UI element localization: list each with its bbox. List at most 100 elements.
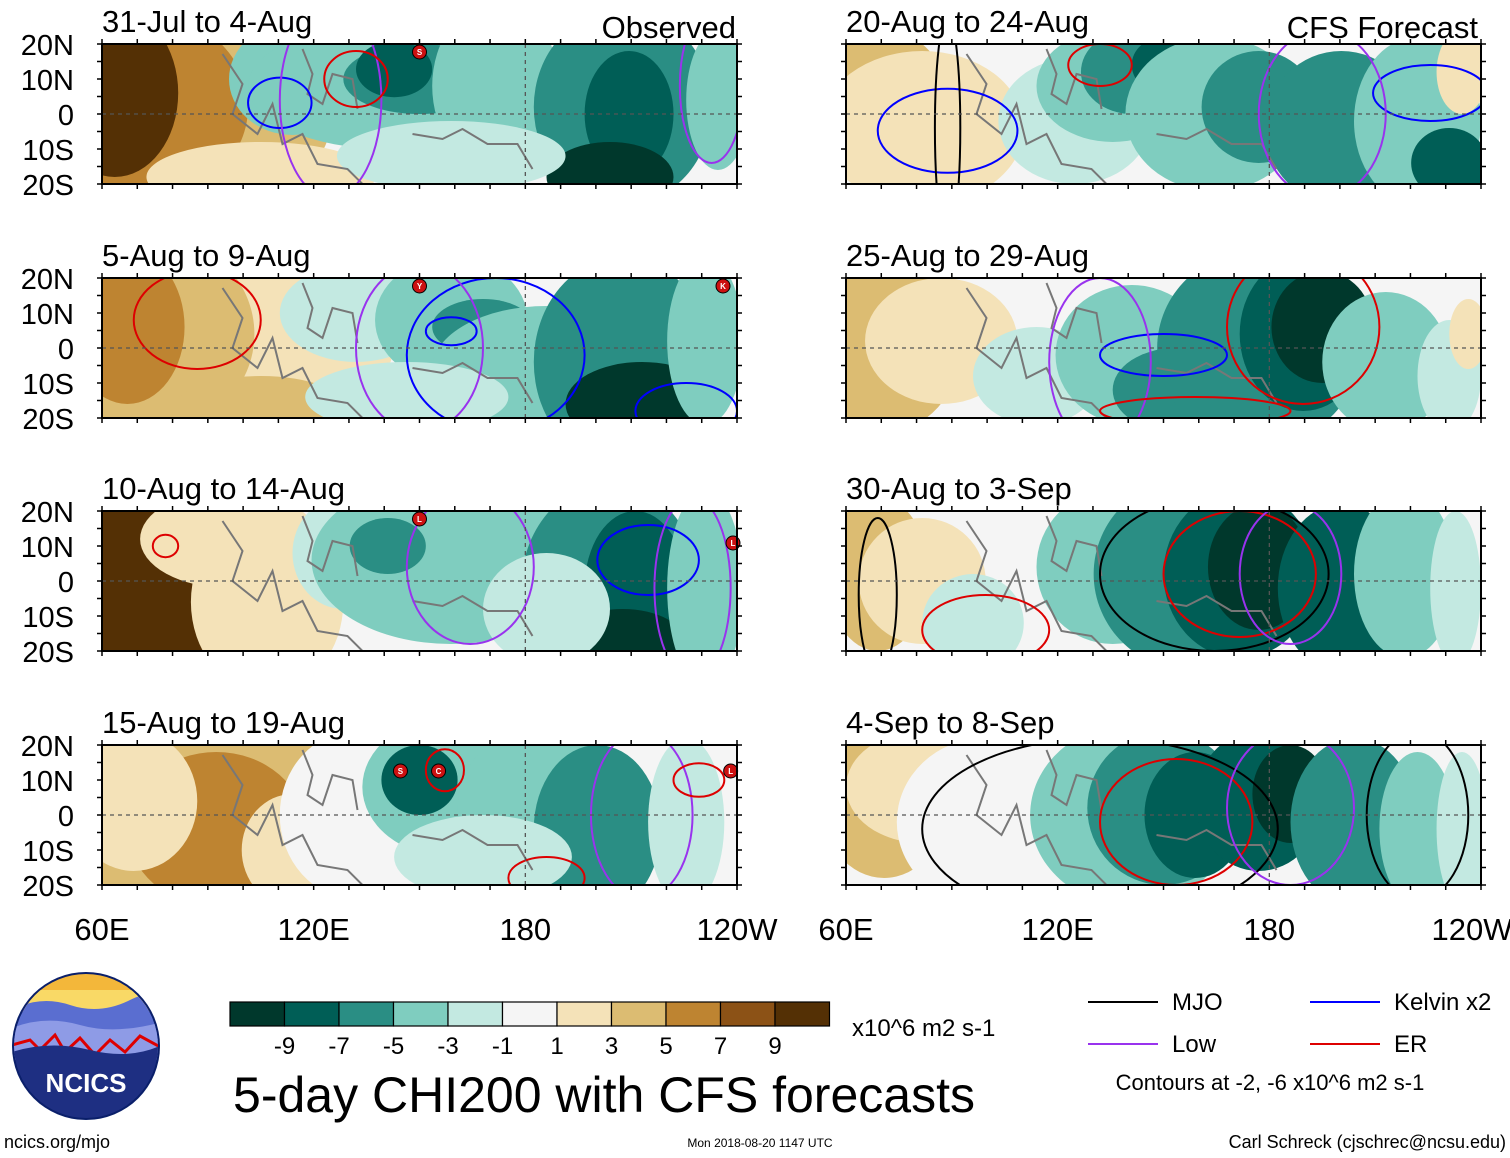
panel-period-label: 15-Aug to 19-Aug	[102, 705, 345, 740]
colorbar: -9 -7 -5 -3 -1 1 3 5 7 9	[229, 1001, 831, 1060]
wave-contour	[921, 745, 1279, 885]
storm-letter: S	[398, 767, 404, 776]
storm-marker: L	[412, 511, 427, 527]
anomaly-region	[546, 142, 674, 184]
latitude-label: 20N	[21, 264, 74, 296]
longitude-label: 120E	[277, 912, 349, 947]
storm-marker: S	[392, 763, 408, 779]
storm-marker: K	[715, 278, 731, 294]
forecast-label: CFS Forecast	[1287, 10, 1479, 45]
chi200-field	[846, 278, 1481, 418]
colorbar-tick-label: 5	[659, 1033, 672, 1060]
panel-period-label: 30-Aug to 3-Sep	[846, 471, 1072, 506]
legend-item: MJO	[1088, 989, 1223, 1016]
longitude-label: 120E	[1021, 912, 1093, 947]
anomaly-region	[102, 44, 179, 177]
latitude-label: 0	[58, 567, 74, 599]
colorbar-tick-label: 7	[714, 1033, 727, 1060]
wave-contour	[1099, 396, 1292, 418]
colorbar-swatch	[283, 1001, 340, 1027]
wave-contour	[678, 44, 737, 164]
website-link[interactable]: ncics.org/mjo	[4, 1132, 110, 1152]
colorbar-swatch	[556, 1001, 613, 1027]
storm-letter: C	[436, 767, 442, 776]
legend-note: Contours at -2, -6 x10^6 m2 s-1	[1116, 1070, 1425, 1095]
anomaly-region	[648, 745, 725, 885]
anomaly-region	[1354, 511, 1456, 651]
wave-contour	[921, 594, 1051, 651]
wave-contour	[355, 278, 484, 418]
map-panel: 30-Aug to 3-Sep	[841, 471, 1486, 656]
anomaly-region	[102, 278, 185, 404]
latitude-label: 20S	[22, 871, 74, 903]
legend-item: ER	[1310, 1031, 1427, 1058]
wave-contour	[1099, 511, 1330, 651]
wave-contour	[634, 382, 737, 418]
latitude-label: 20N	[21, 30, 74, 62]
wave-contour	[857, 517, 898, 651]
colorbar-swatch	[665, 1001, 722, 1027]
author-credit: Carl Schreck (cjschrec@ncsu.edu)	[1229, 1132, 1506, 1152]
storm-marker: S	[412, 44, 427, 60]
panel-period-label: 10-Aug to 14-Aug	[102, 471, 345, 506]
legend-label: MJO	[1172, 989, 1223, 1016]
map-panel: 4-Sep to 8-Sep	[841, 705, 1486, 890]
latitude-label: 20S	[22, 637, 74, 669]
latitude-label: 10S	[22, 369, 74, 401]
colorbar-tick-label: -3	[437, 1033, 458, 1060]
chi200-field	[846, 745, 1481, 885]
latitude-label: 0	[58, 334, 74, 366]
chi200-field	[102, 278, 737, 418]
storm-letter: L	[417, 515, 422, 524]
chi200-field	[846, 511, 1481, 651]
colorbar-tick-label: 9	[768, 1033, 781, 1060]
colorbar-swatch	[501, 1001, 558, 1027]
latitude-label: 10N	[21, 65, 74, 97]
colorbar-tick-label: 3	[605, 1033, 618, 1060]
storm-letter: Y	[417, 282, 423, 291]
wave-contour	[1226, 745, 1355, 885]
anomaly-region	[1379, 752, 1456, 885]
wave-contour	[405, 511, 535, 645]
anomaly-region	[336, 121, 566, 184]
map-panel: 20-Aug to 24-Aug	[841, 4, 1486, 189]
latitude-label: 10S	[22, 836, 74, 868]
colorbar-swatch	[229, 1001, 286, 1027]
colorbar-tick-label: -1	[492, 1033, 513, 1060]
wave-contour	[424, 316, 478, 347]
wave-contour	[151, 533, 180, 559]
anomaly-region	[394, 815, 572, 885]
storm-marker: C	[431, 763, 447, 779]
latitude-label: 10S	[22, 602, 74, 634]
longitude-axis-labels: 60E 120E 180 120W 60E 120E 180 120W	[74, 912, 1510, 947]
colorbar-swatch	[447, 1001, 504, 1027]
wave-contour	[507, 856, 586, 885]
colorbar-swatch	[392, 1001, 449, 1027]
wave-contour	[278, 44, 383, 184]
longitude-label: 120W	[1432, 912, 1510, 947]
wave-contour	[1099, 333, 1228, 377]
logo-text: NCICS	[46, 1068, 127, 1098]
anomaly-region	[1322, 292, 1450, 418]
colorbar-swatch	[610, 1001, 667, 1027]
colorbar-units: x10^6 m2 s-1	[852, 1015, 995, 1042]
longitude-label: 180	[499, 912, 551, 947]
longitude-label: 180	[1243, 912, 1295, 947]
anomaly-region	[146, 142, 376, 184]
contour-legend: MJO Kelvin x2 Low ER	[1088, 989, 1491, 1058]
colorbar-swatch	[774, 1001, 831, 1027]
latitude-label: 20N	[21, 731, 74, 763]
panel-period-label: 25-Aug to 29-Aug	[846, 238, 1089, 273]
wave-contour	[933, 44, 962, 184]
latitude-label: 20S	[22, 404, 74, 436]
anomaly-region	[1411, 128, 1481, 184]
wave-contour	[876, 87, 1019, 174]
legend-label: Kelvin x2	[1394, 989, 1491, 1016]
storm-letter: S	[417, 48, 423, 57]
map-panel: 25-Aug to 29-Aug	[841, 238, 1486, 423]
colorbar-swatch	[338, 1001, 395, 1027]
panel-period-label: 5-Aug to 9-Aug	[102, 238, 311, 273]
wave-contour	[247, 76, 313, 130]
